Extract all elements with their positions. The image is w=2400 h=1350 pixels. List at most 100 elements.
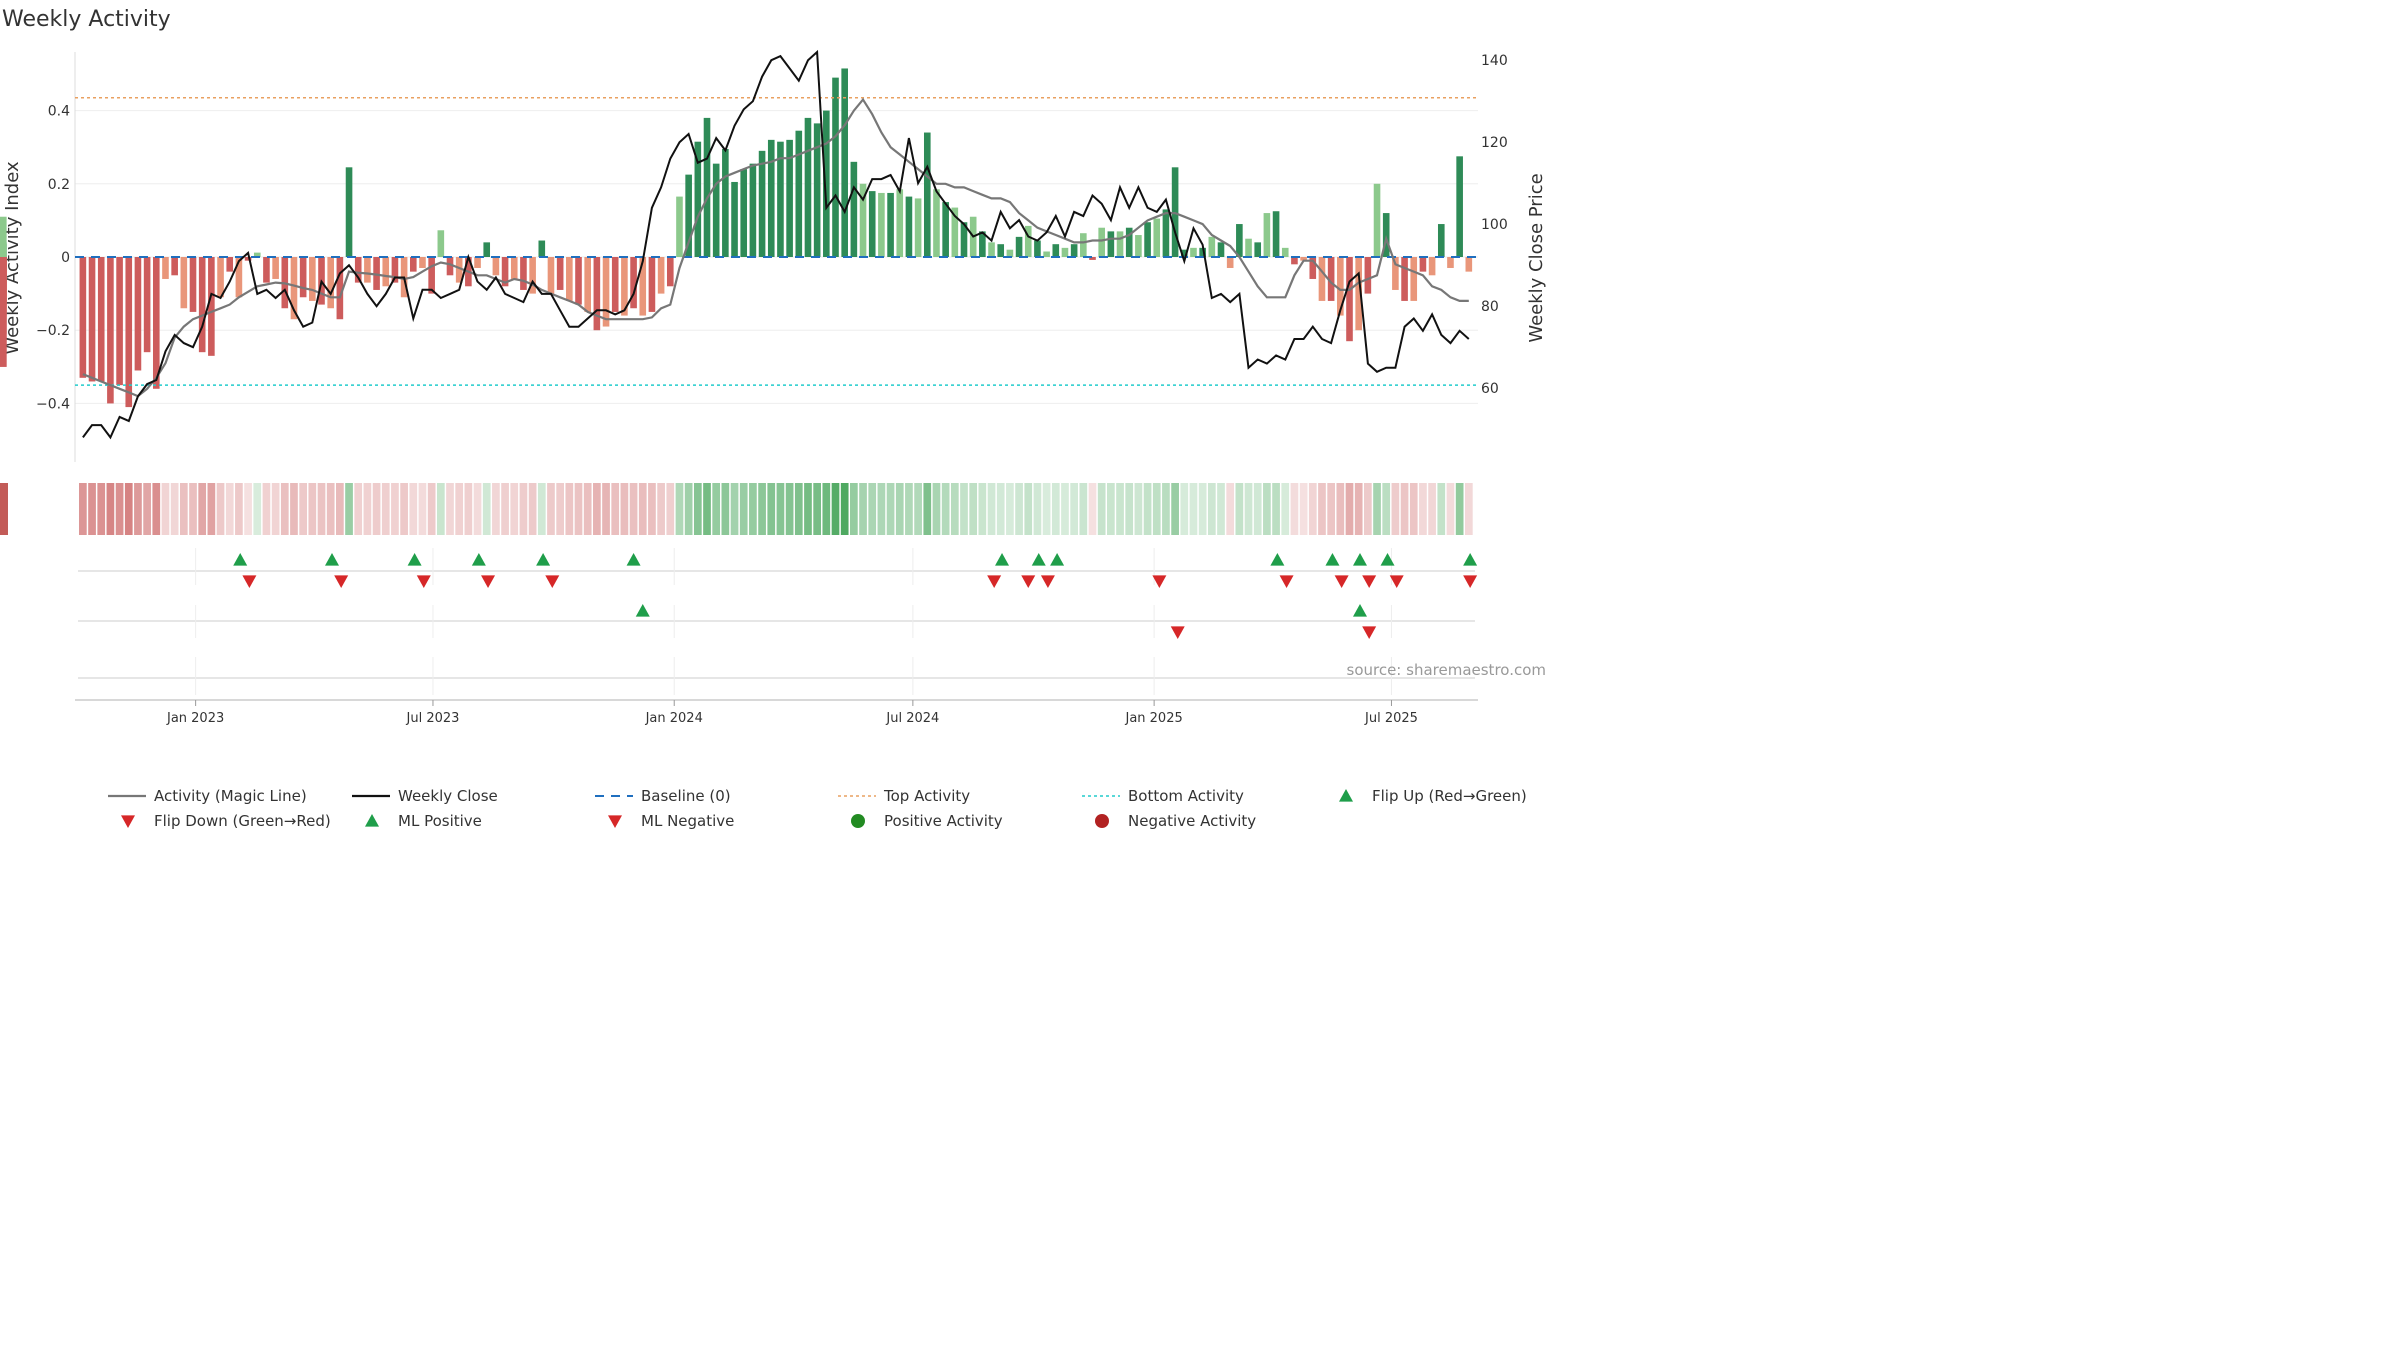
heat-cell xyxy=(941,483,950,535)
heat-cell xyxy=(583,483,592,535)
heat-cell xyxy=(244,483,252,535)
x-tick-label: Jan 2023 xyxy=(166,711,224,726)
heat-cell xyxy=(1373,483,1381,535)
activity-bar xyxy=(125,257,133,408)
heat-cell xyxy=(1198,483,1207,535)
heat-cell xyxy=(0,483,8,535)
heat-cell xyxy=(960,483,968,535)
y-tick-label: −0.4 xyxy=(36,396,70,412)
activity-bar xyxy=(1254,242,1262,257)
activity-bar xyxy=(1456,156,1463,257)
heat-cell xyxy=(1207,483,1216,535)
heat-cell xyxy=(1364,483,1372,535)
heat-cell xyxy=(593,483,601,535)
activity-bar xyxy=(556,257,564,290)
activity-bar xyxy=(1015,236,1023,257)
activity-bar xyxy=(171,257,178,276)
flip-up-marker xyxy=(626,553,641,566)
heat-cell xyxy=(1152,483,1161,535)
activity-bar xyxy=(244,257,252,261)
activity-bar xyxy=(391,257,399,283)
x-tick-label: Jul 2025 xyxy=(1364,711,1418,726)
y2-axis-label: Weekly Close Price xyxy=(1526,173,1547,342)
heat-cell xyxy=(556,483,565,535)
heat-cell xyxy=(886,483,895,535)
heat-cell xyxy=(1318,483,1326,535)
flip-down-marker xyxy=(545,575,560,588)
heat-cell xyxy=(1051,483,1060,535)
heat-cell xyxy=(409,483,418,535)
activity-bar xyxy=(409,257,417,272)
heat-cell xyxy=(1217,483,1225,535)
activity-bar xyxy=(0,216,7,257)
heat-cell xyxy=(1244,483,1253,535)
activity-bar xyxy=(666,257,674,287)
y2-tick-label: 140 xyxy=(1481,53,1508,69)
heat-cell xyxy=(602,483,610,535)
flip-up-marker xyxy=(1325,553,1340,566)
activity-bar xyxy=(428,257,435,294)
heat-cell xyxy=(611,483,620,535)
heat-cell xyxy=(0,483,8,535)
heat-cell xyxy=(1189,483,1198,535)
activity-bar xyxy=(979,231,986,257)
activity-bar xyxy=(942,202,949,257)
activity-bar xyxy=(1364,257,1372,294)
y-tick-label: 0.2 xyxy=(48,177,70,193)
legend-label: Bottom Activity xyxy=(1128,787,1244,805)
heat-cell xyxy=(1464,483,1473,535)
heat-cell xyxy=(629,483,638,535)
heat-cell xyxy=(1042,483,1051,535)
heat-cell xyxy=(317,483,326,535)
heat-cell xyxy=(418,483,427,535)
x-tick-label: Jul 2023 xyxy=(406,711,460,726)
y-axis-label: Weekly Activity Index xyxy=(2,161,23,355)
activity-bar xyxy=(1153,218,1161,257)
activity-bar xyxy=(538,240,546,257)
heat-cell xyxy=(932,483,941,535)
heat-cell xyxy=(326,483,335,535)
flip-up-marker xyxy=(536,553,551,566)
heat-cell xyxy=(492,483,500,535)
activity-bar xyxy=(868,191,876,257)
heat-cell xyxy=(464,483,473,535)
heat-cell xyxy=(739,483,748,535)
activity-bar xyxy=(1327,257,1335,301)
activity-bar xyxy=(446,257,454,276)
x-tick-label: Jan 2024 xyxy=(645,711,703,726)
heat-cell xyxy=(1400,483,1409,535)
heat-cell xyxy=(207,483,216,535)
heat-cell xyxy=(97,483,106,535)
flip-up-marker xyxy=(324,553,339,566)
activity-bar xyxy=(639,257,647,316)
activity-bar xyxy=(1318,257,1326,301)
heat-cell xyxy=(767,483,776,535)
activity-bar xyxy=(116,257,123,386)
legend-label: Flip Down (Green→Red) xyxy=(154,812,331,830)
heat-cell xyxy=(776,483,785,535)
heat-cell xyxy=(510,483,519,535)
flip-up-marker xyxy=(1031,553,1046,566)
legend-swatch-circle xyxy=(1095,814,1109,828)
activity-bar xyxy=(740,169,748,257)
activity-bar xyxy=(510,257,518,279)
ml-negative-marker xyxy=(1170,626,1185,639)
activity-bar xyxy=(1392,257,1399,290)
activity-bar xyxy=(1180,249,1188,257)
y2-tick-label: 100 xyxy=(1481,217,1508,233)
flip-up-marker xyxy=(1463,553,1478,566)
heat-cell xyxy=(455,483,464,535)
activity-bar xyxy=(1208,236,1216,257)
activity-bar xyxy=(621,257,628,316)
heat-cell xyxy=(1125,483,1134,535)
activity-bar xyxy=(134,257,142,371)
activity-bar xyxy=(1245,238,1252,257)
heat-cell xyxy=(400,483,408,535)
activity-bar xyxy=(1043,251,1050,257)
heat-cell xyxy=(280,483,289,535)
heat-cell xyxy=(143,483,151,535)
weekly-activity-chart: Weekly Activity Weekly Activity Index We… xyxy=(0,7,1547,830)
heat-cell xyxy=(1299,483,1308,535)
activity-bar xyxy=(777,141,784,257)
activity-bar xyxy=(804,117,812,258)
